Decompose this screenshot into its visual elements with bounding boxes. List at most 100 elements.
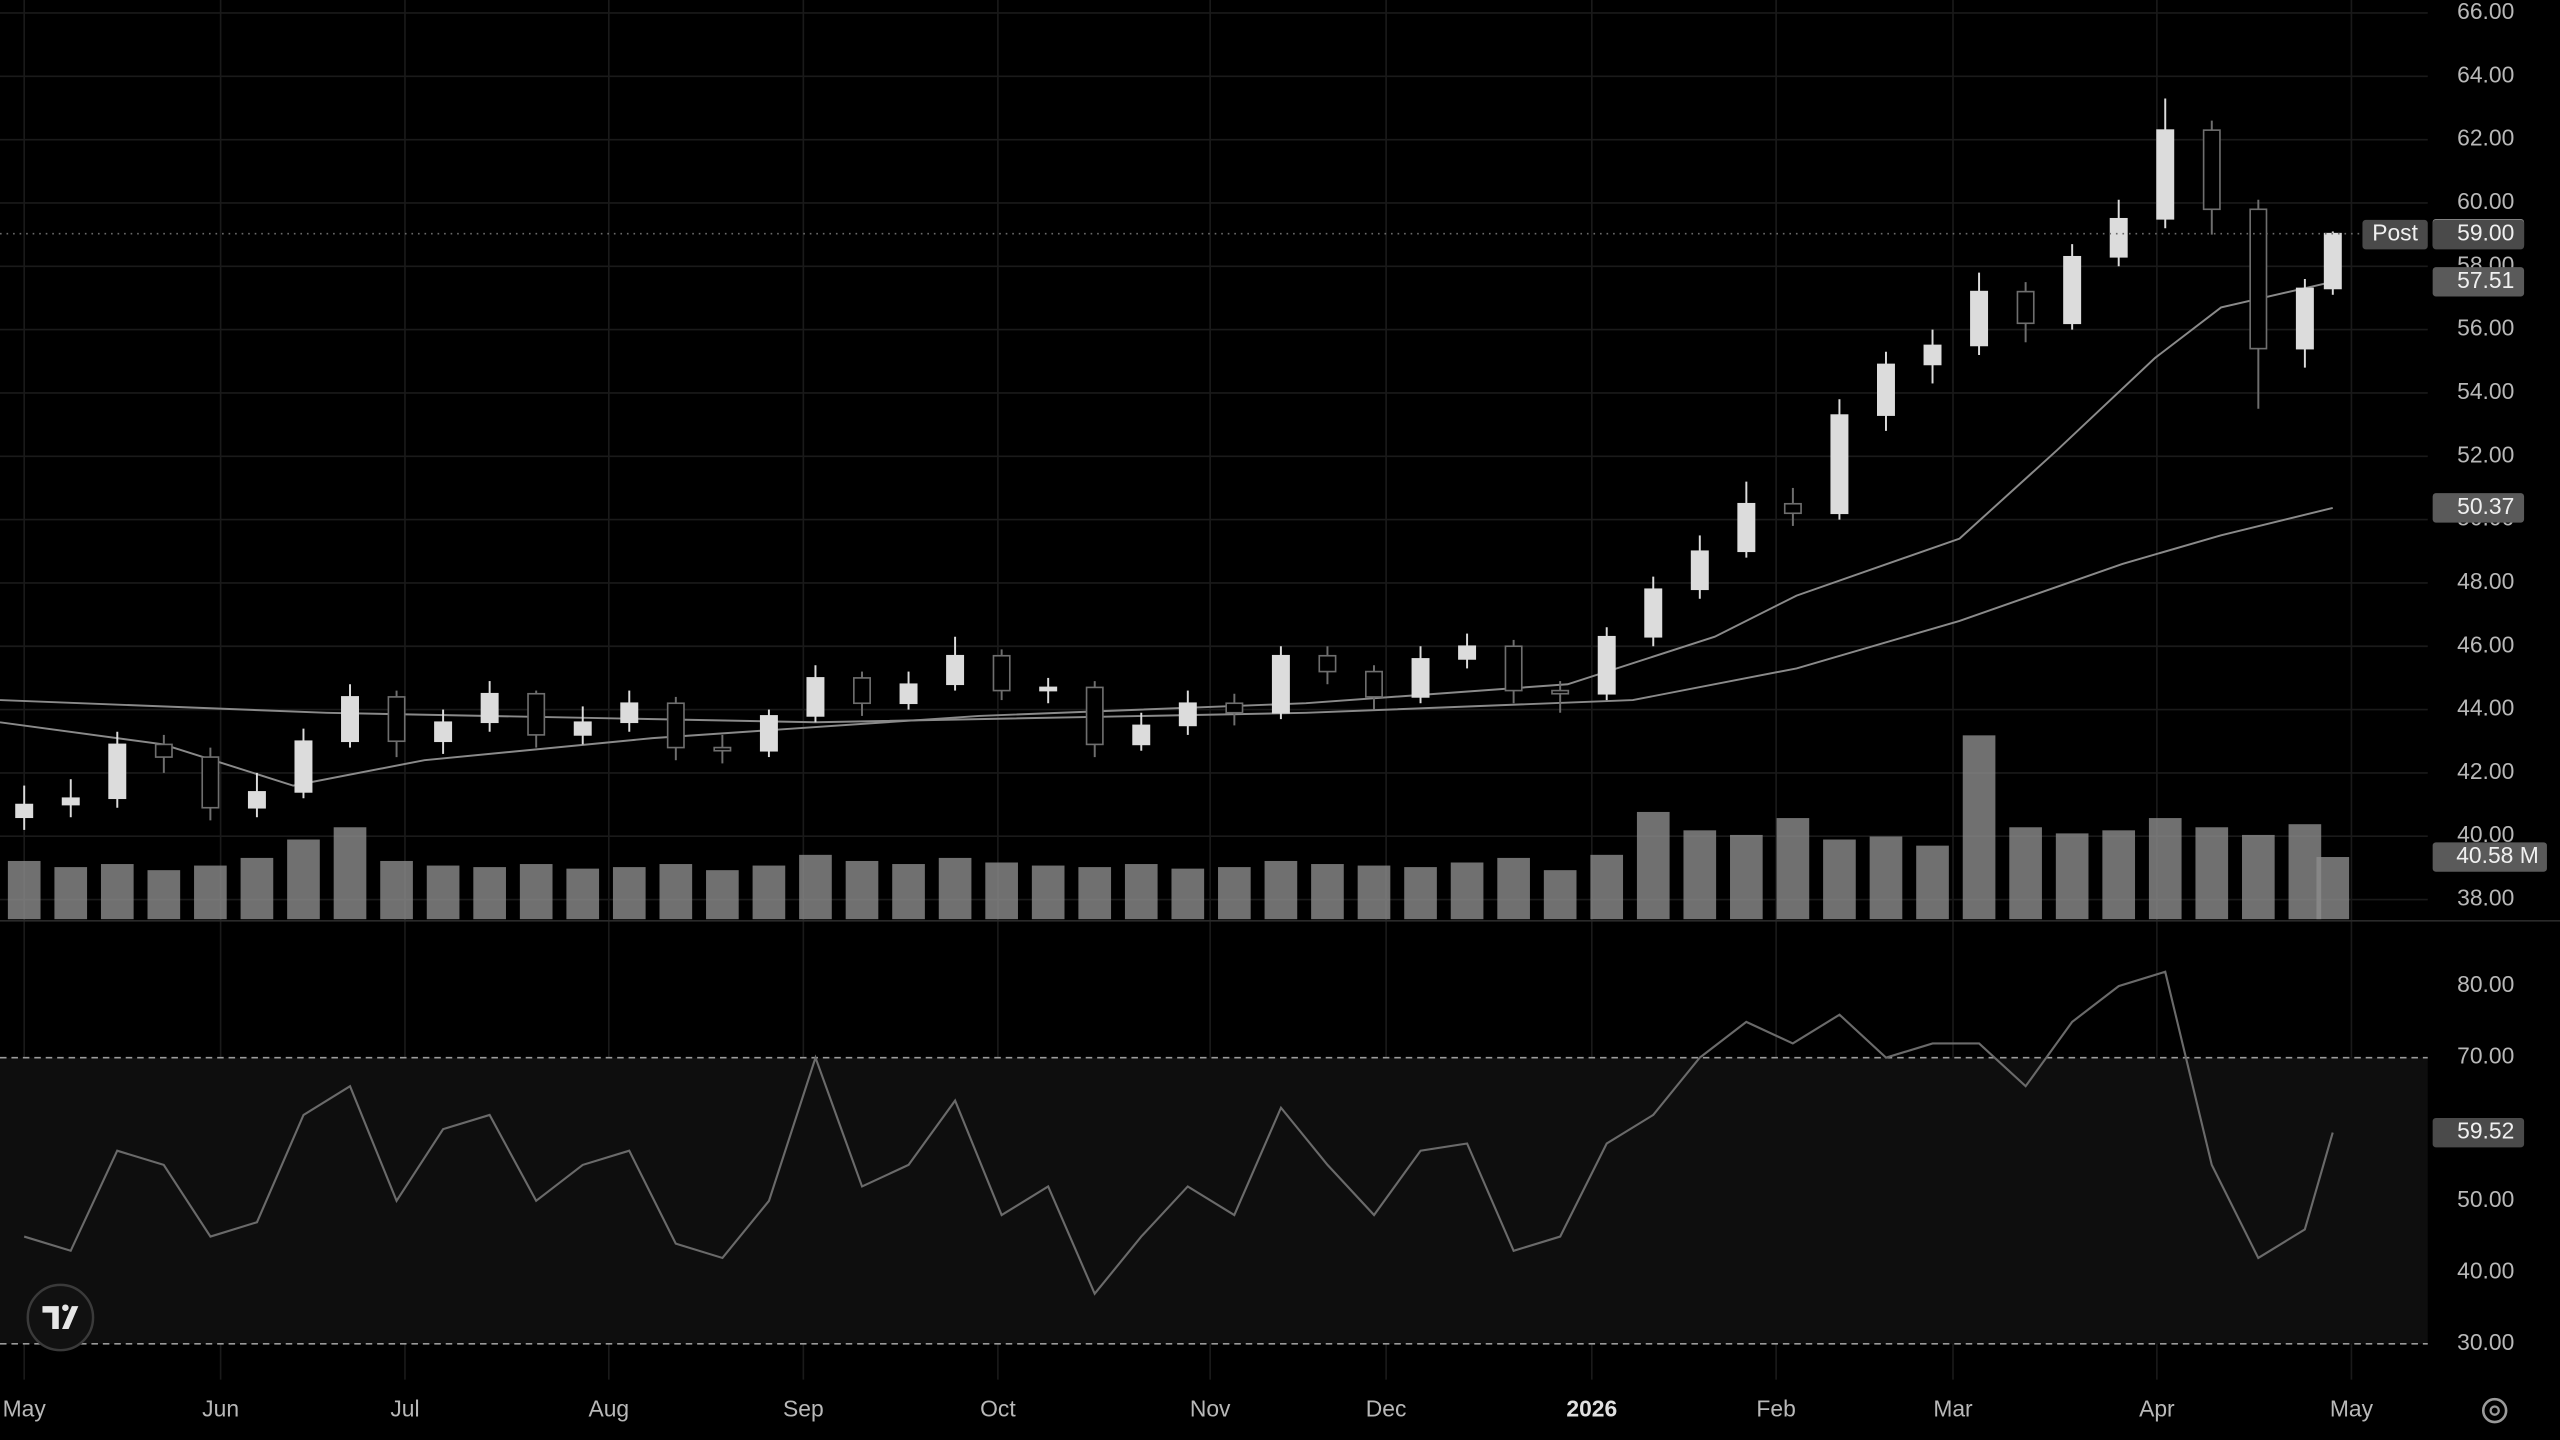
price-badge-label: 59.00 — [2457, 220, 2514, 246]
volume-bar — [519, 864, 553, 920]
candle-body — [1830, 414, 1849, 515]
candle-body — [1551, 689, 1570, 695]
volume-bar — [2242, 834, 2275, 920]
y-tick-label: 64.00 — [2457, 61, 2514, 87]
candle-body — [434, 721, 453, 743]
candle-body — [666, 702, 685, 749]
x-tick-label: 2026 — [1566, 1396, 1617, 1422]
tradingview-logo[interactable] — [26, 1283, 95, 1352]
volume-bar — [194, 865, 227, 920]
rsi-badge — [2432, 1117, 2525, 1148]
rsi-line — [23, 970, 2334, 1296]
volume-bar — [7, 860, 41, 920]
volume-bar — [845, 860, 879, 920]
gear-ring — [2481, 1397, 2508, 1424]
candle-body — [15, 803, 34, 819]
x-tick-label: Nov — [1190, 1396, 1231, 1422]
volume-bar — [566, 868, 600, 920]
candle-body — [1597, 635, 1616, 695]
post-badge-label: Post — [2372, 220, 2418, 246]
volume-bar — [1962, 735, 1996, 920]
volume-badge — [2432, 842, 2547, 872]
candle-body — [1458, 645, 1477, 660]
volume-bar — [1590, 854, 1624, 920]
volume-bar — [287, 839, 320, 920]
rsi-tick-label: 80.00 — [2457, 971, 2514, 997]
moving-average-line — [0, 506, 2333, 724]
volume-bar — [1776, 818, 1810, 920]
volume-bar — [985, 862, 1018, 920]
candle-body — [2109, 217, 2128, 258]
volume-bar — [1450, 862, 1484, 920]
candle-body — [2016, 290, 2035, 325]
y-tick-label: 44.00 — [2457, 695, 2514, 721]
x-tick-label: Mar — [1933, 1396, 1973, 1422]
axis-layer: May Jun Jul Aug Sep Oct Nov Dec 2026 Feb Mar Apr May… — [3, 0, 2547, 1422]
y-tick-label: 62.00 — [2457, 125, 2514, 151]
candle-body — [480, 692, 499, 724]
volume-bar — [892, 864, 925, 920]
candle-body — [1923, 344, 1942, 366]
x-tick-label: Jun — [202, 1396, 239, 1422]
x-tick-label: May — [3, 1396, 47, 1422]
volume-bar — [1031, 865, 1065, 920]
volume-bar — [2316, 857, 2350, 920]
rsi-tick-label: 40.00 — [2457, 1257, 2514, 1283]
volume-bar — [2195, 827, 2229, 920]
candle-body — [1225, 702, 1244, 714]
volume-bar — [2288, 824, 2322, 920]
candle-body — [1970, 290, 1989, 347]
logo-mark — [42, 1304, 79, 1329]
volume-bar — [240, 857, 274, 920]
candle-body — [201, 756, 220, 809]
volume-bar — [1124, 864, 1158, 920]
candle-body — [946, 654, 965, 686]
rsi-tick-label: 30.00 — [2457, 1329, 2514, 1355]
candle-body — [1271, 654, 1290, 714]
candle-body — [1504, 645, 1523, 692]
volume-bar — [1730, 834, 1763, 920]
rsi-badge-label: 59.52 — [2457, 1118, 2514, 1144]
candle-body — [154, 743, 173, 758]
candle-body — [2249, 208, 2268, 350]
price-badge — [2432, 219, 2525, 250]
volume-bar — [1683, 830, 1717, 920]
volume-bar — [1823, 839, 1856, 920]
volume-bar — [1869, 836, 1903, 920]
logo-circle — [26, 1283, 95, 1352]
y-tick-label: 56.00 — [2457, 315, 2514, 341]
candle-body — [2202, 129, 2221, 211]
x-tick-label: Oct — [980, 1396, 1016, 1422]
post-badge — [2362, 219, 2428, 250]
volume-bar — [1171, 868, 1205, 920]
volume-bar — [799, 854, 832, 920]
volume-bar — [2148, 818, 2182, 920]
price-badge — [2432, 493, 2525, 523]
x-tick-label: Feb — [1756, 1396, 1795, 1422]
candle-body — [1039, 686, 1058, 692]
settings-button[interactable] — [2481, 1397, 2508, 1424]
y-tick-label: 66.00 — [2457, 0, 2514, 24]
y-tick-label: 42.00 — [2457, 758, 2514, 784]
candle-body — [1178, 702, 1197, 727]
gear-hub — [2489, 1405, 2500, 1416]
volume-bar — [473, 867, 506, 920]
x-tick-label: Dec — [1366, 1396, 1407, 1422]
volume-bar — [752, 865, 786, 920]
volume-bar — [1916, 845, 1949, 920]
volume-bar — [659, 864, 693, 920]
volume-bar — [1497, 857, 1530, 920]
candle-body — [2156, 129, 2175, 220]
x-tick-label: Jul — [390, 1396, 419, 1422]
candle-body — [759, 715, 778, 752]
volume-badge-label: 40.58 M — [2456, 842, 2539, 868]
grid-layer — [0, 0, 2428, 1380]
candle-body — [1737, 502, 1756, 553]
price-badge-label: 57.51 — [2457, 267, 2514, 293]
y-tick-label: 38.00 — [2457, 885, 2514, 911]
candle-body — [1318, 654, 1337, 673]
moving-average-line — [0, 280, 2333, 787]
x-tick-label: Sep — [783, 1396, 824, 1422]
x-tick-label: Aug — [588, 1396, 629, 1422]
